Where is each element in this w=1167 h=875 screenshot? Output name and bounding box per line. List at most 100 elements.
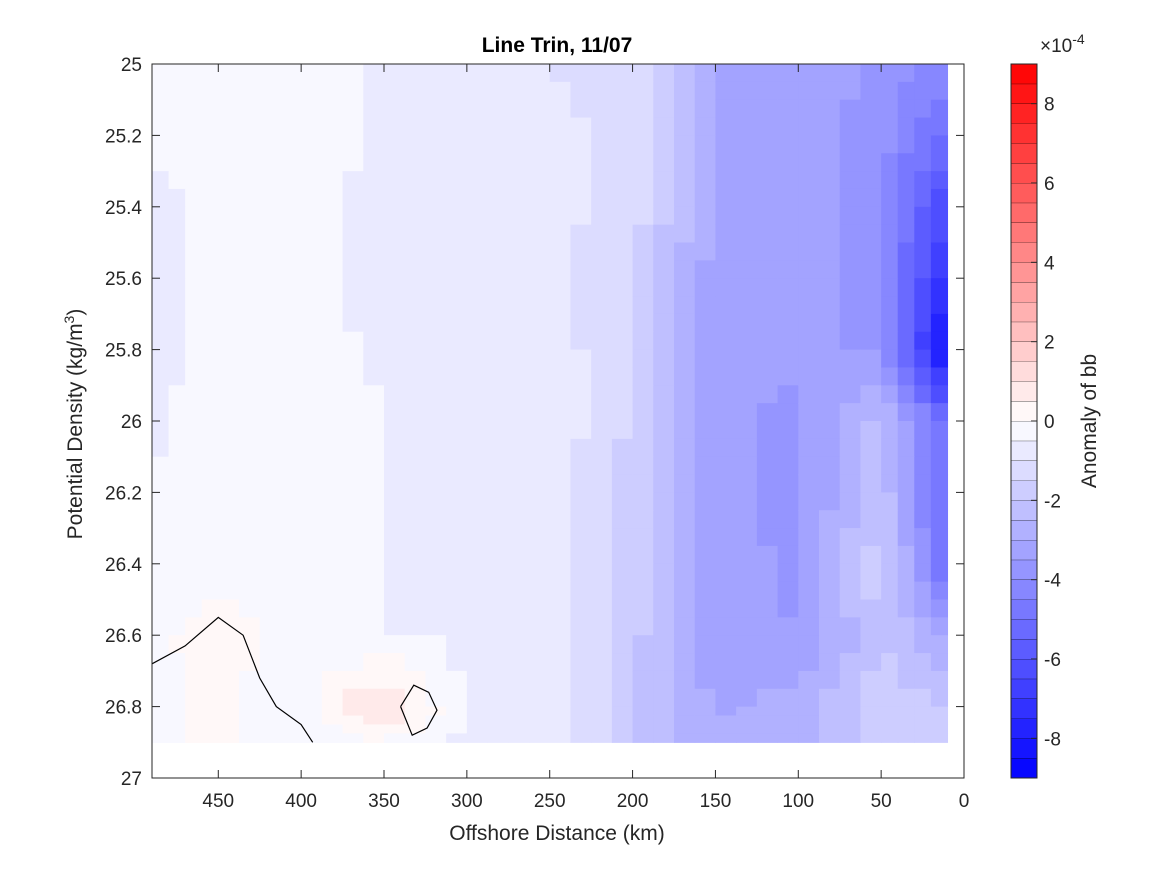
heatmap-cell	[591, 99, 613, 119]
heatmap-cell	[798, 510, 820, 529]
heatmap-cell	[508, 171, 530, 190]
heatmap-cell	[425, 528, 447, 547]
heatmap-cell	[653, 188, 675, 208]
heatmap-cell	[466, 117, 489, 136]
heatmap-cell	[930, 242, 949, 261]
heatmap-cell	[881, 206, 899, 226]
heatmap-cell	[201, 81, 219, 101]
heatmap-cell	[570, 599, 592, 618]
colorbar-swatch	[1011, 83, 1037, 104]
heatmap-cell	[914, 171, 932, 190]
heatmap-cell	[342, 331, 364, 351]
heatmap-cell	[218, 260, 240, 279]
heatmap-cell	[930, 706, 949, 717]
heatmap-cell	[168, 296, 186, 315]
heatmap-cell	[736, 456, 758, 476]
heatmap-cell	[819, 653, 841, 672]
heatmap-cell	[425, 670, 447, 690]
heatmap-cell	[632, 296, 654, 315]
heatmap-cell	[611, 99, 634, 119]
heatmap-cell	[591, 706, 613, 717]
heatmap-cell	[201, 117, 219, 136]
heatmap-cell	[549, 117, 572, 136]
heatmap-cell	[239, 456, 261, 476]
heatmap-cell	[446, 715, 468, 726]
heatmap-cell	[674, 403, 696, 422]
heatmap-cell	[201, 581, 219, 601]
heatmap-cell	[168, 635, 186, 654]
heatmap-cell	[632, 456, 654, 476]
heatmap-cell	[508, 313, 530, 333]
heatmap-cell	[798, 724, 820, 734]
heatmap-cell	[404, 635, 427, 654]
heatmap-cell	[363, 438, 385, 458]
heatmap-cell	[280, 706, 302, 717]
heatmap-cell	[860, 99, 882, 119]
heatmap-cell	[756, 510, 779, 529]
heatmap-cell	[301, 171, 323, 190]
heatmap-cell	[218, 528, 240, 547]
heatmap-cell	[404, 349, 427, 369]
heatmap-cell	[611, 492, 634, 511]
heatmap-cell	[860, 599, 882, 618]
colorbar-swatch	[1011, 421, 1037, 441]
colorbar-exponent-prefix: ×10	[1040, 36, 1072, 57]
heatmap-cell	[487, 188, 509, 208]
heatmap-cell	[860, 260, 882, 279]
heatmap-cell	[487, 670, 509, 690]
heatmap-cell	[549, 492, 572, 511]
heatmap-cell	[168, 528, 186, 547]
heatmap-cell	[591, 510, 613, 529]
heatmap-cell	[321, 188, 344, 208]
heatmap-cell	[819, 438, 841, 458]
heatmap-cell	[674, 242, 696, 261]
heatmap-cell	[674, 724, 696, 734]
heatmap-cell	[259, 278, 282, 297]
heatmap-cell	[508, 528, 530, 547]
heatmap-cell	[425, 135, 447, 154]
heatmap-cell	[756, 599, 779, 618]
heatmap-cell	[777, 224, 799, 244]
heatmap-cell	[529, 385, 551, 404]
heatmap-cell	[218, 474, 240, 493]
heatmap-cell	[218, 349, 240, 369]
heatmap-cell	[363, 563, 385, 583]
heatmap-cell	[756, 715, 779, 726]
heatmap-cell	[259, 171, 282, 190]
heatmap-cell	[756, 278, 779, 297]
heatmap-cell	[280, 367, 302, 386]
heatmap-cell	[632, 117, 654, 136]
heatmap-cell	[881, 296, 899, 315]
heatmap-cell	[301, 242, 323, 261]
heatmap-cell	[632, 188, 654, 208]
heatmap-cell	[446, 99, 468, 119]
heatmap-cell	[280, 99, 302, 119]
heatmap-cell	[914, 456, 932, 476]
heatmap-cell	[342, 617, 364, 636]
heatmap-cell	[508, 581, 530, 601]
heatmap-cell	[363, 706, 385, 717]
heatmap-cell	[715, 510, 737, 529]
heatmap-cell	[168, 99, 186, 119]
heatmap-cell	[363, 385, 385, 404]
heatmap-cell	[715, 331, 737, 351]
heatmap-cell	[674, 278, 696, 297]
heatmap-cell	[384, 367, 406, 386]
heatmap-cell	[860, 117, 882, 136]
heatmap-cell	[570, 278, 592, 297]
heatmap-cell	[819, 528, 841, 547]
heatmap-cell	[930, 117, 949, 136]
heatmap-cell	[839, 635, 862, 654]
heatmap-cell	[508, 135, 530, 154]
heatmap-cell	[487, 81, 509, 101]
heatmap-cell	[425, 545, 447, 565]
heatmap-cell	[819, 278, 841, 297]
heatmap-cell	[653, 599, 675, 618]
heatmap-cell	[819, 456, 841, 476]
heatmap-cell	[694, 438, 717, 458]
heatmap-cell	[611, 153, 634, 172]
heatmap-cell	[632, 153, 654, 172]
heatmap-cell	[425, 733, 447, 743]
heatmap-cell	[342, 706, 364, 717]
heatmap-cell	[321, 492, 344, 511]
